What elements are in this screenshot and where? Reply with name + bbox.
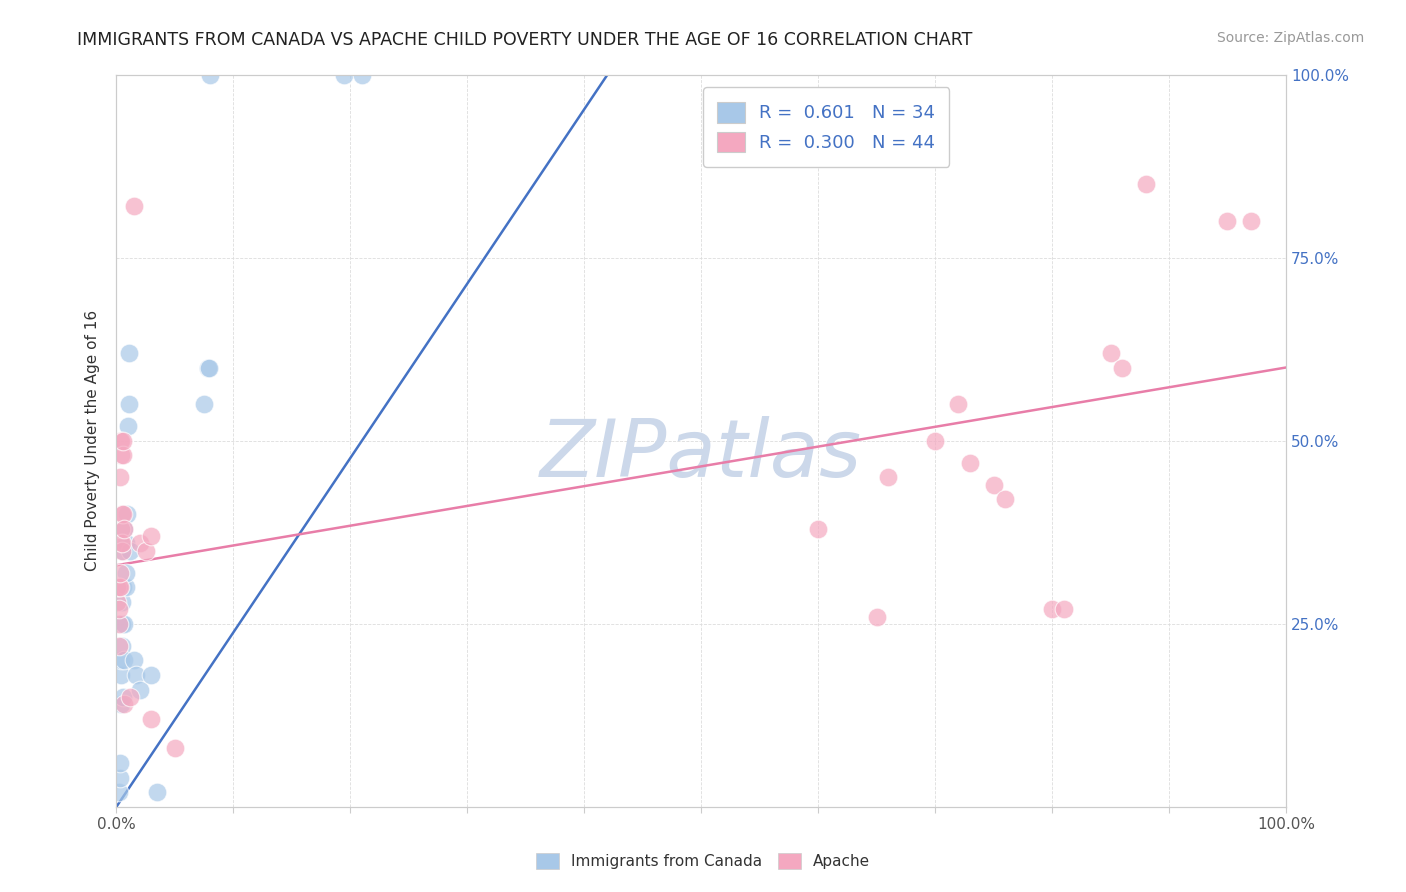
Point <box>112 580 135 594</box>
Point <box>111 543 134 558</box>
Point <box>111 507 134 521</box>
Point <box>112 449 135 463</box>
Point <box>125 668 148 682</box>
Point <box>193 397 215 411</box>
Point <box>107 580 129 594</box>
Point <box>108 566 131 580</box>
Point <box>1216 214 1239 228</box>
Point <box>1135 178 1157 192</box>
Point <box>146 785 169 799</box>
Point <box>120 543 142 558</box>
Point <box>118 397 141 411</box>
Point <box>107 602 129 616</box>
Text: Source: ZipAtlas.com: Source: ZipAtlas.com <box>1216 31 1364 45</box>
Point <box>114 698 136 712</box>
Point <box>122 199 145 213</box>
Point <box>108 434 131 448</box>
Point <box>110 449 132 463</box>
Point <box>198 68 221 82</box>
Point <box>959 456 981 470</box>
Point <box>333 68 356 82</box>
Point <box>141 712 163 726</box>
Point <box>110 668 132 682</box>
Point <box>114 522 136 536</box>
Point <box>114 522 136 536</box>
Text: IMMIGRANTS FROM CANADA VS APACHE CHILD POVERTY UNDER THE AGE OF 16 CORRELATION C: IMMIGRANTS FROM CANADA VS APACHE CHILD P… <box>77 31 973 49</box>
Point <box>924 434 946 448</box>
Point <box>114 566 136 580</box>
Point <box>110 434 132 448</box>
Point <box>128 682 150 697</box>
Point <box>107 595 129 609</box>
Point <box>120 690 142 705</box>
Point <box>112 434 135 448</box>
Point <box>114 536 136 550</box>
Legend: R =  0.601   N = 34, R =  0.300   N = 44: R = 0.601 N = 34, R = 0.300 N = 44 <box>703 87 949 167</box>
Point <box>108 470 131 484</box>
Point <box>128 536 150 550</box>
Point <box>1040 602 1063 616</box>
Point <box>134 543 156 558</box>
Point <box>118 346 141 360</box>
Point <box>1111 360 1133 375</box>
Point <box>197 360 219 375</box>
Point <box>111 595 134 609</box>
Point <box>865 609 887 624</box>
Point <box>197 360 219 375</box>
Point <box>111 616 134 631</box>
Point <box>112 690 135 705</box>
Point <box>877 470 900 484</box>
Point <box>110 522 132 536</box>
Point <box>115 507 138 521</box>
Point <box>1053 602 1076 616</box>
Point <box>111 536 134 550</box>
Point <box>108 580 131 594</box>
Point <box>1099 346 1122 360</box>
Point <box>108 771 131 785</box>
Point <box>117 419 139 434</box>
Point <box>114 653 136 667</box>
Point <box>114 616 136 631</box>
Point <box>122 653 145 667</box>
Point <box>994 492 1017 507</box>
Point <box>948 397 970 411</box>
Text: ZIPatlas: ZIPatlas <box>540 417 862 494</box>
Point <box>107 639 129 653</box>
Point <box>111 639 134 653</box>
Point <box>107 580 129 594</box>
Legend: Immigrants from Canada, Apache: Immigrants from Canada, Apache <box>530 847 876 875</box>
Point <box>983 477 1005 491</box>
Point <box>110 536 132 550</box>
Point <box>112 543 135 558</box>
Point <box>163 741 186 756</box>
Point <box>1240 214 1263 228</box>
Point <box>107 785 129 799</box>
Point <box>108 756 131 770</box>
Y-axis label: Child Poverty Under the Age of 16: Child Poverty Under the Age of 16 <box>86 310 100 571</box>
Point <box>107 616 129 631</box>
Point <box>110 698 132 712</box>
Point <box>110 653 132 667</box>
Point <box>141 668 163 682</box>
Point <box>114 580 136 594</box>
Point <box>141 529 163 543</box>
Point <box>807 522 830 536</box>
Point <box>350 68 373 82</box>
Point <box>112 507 135 521</box>
